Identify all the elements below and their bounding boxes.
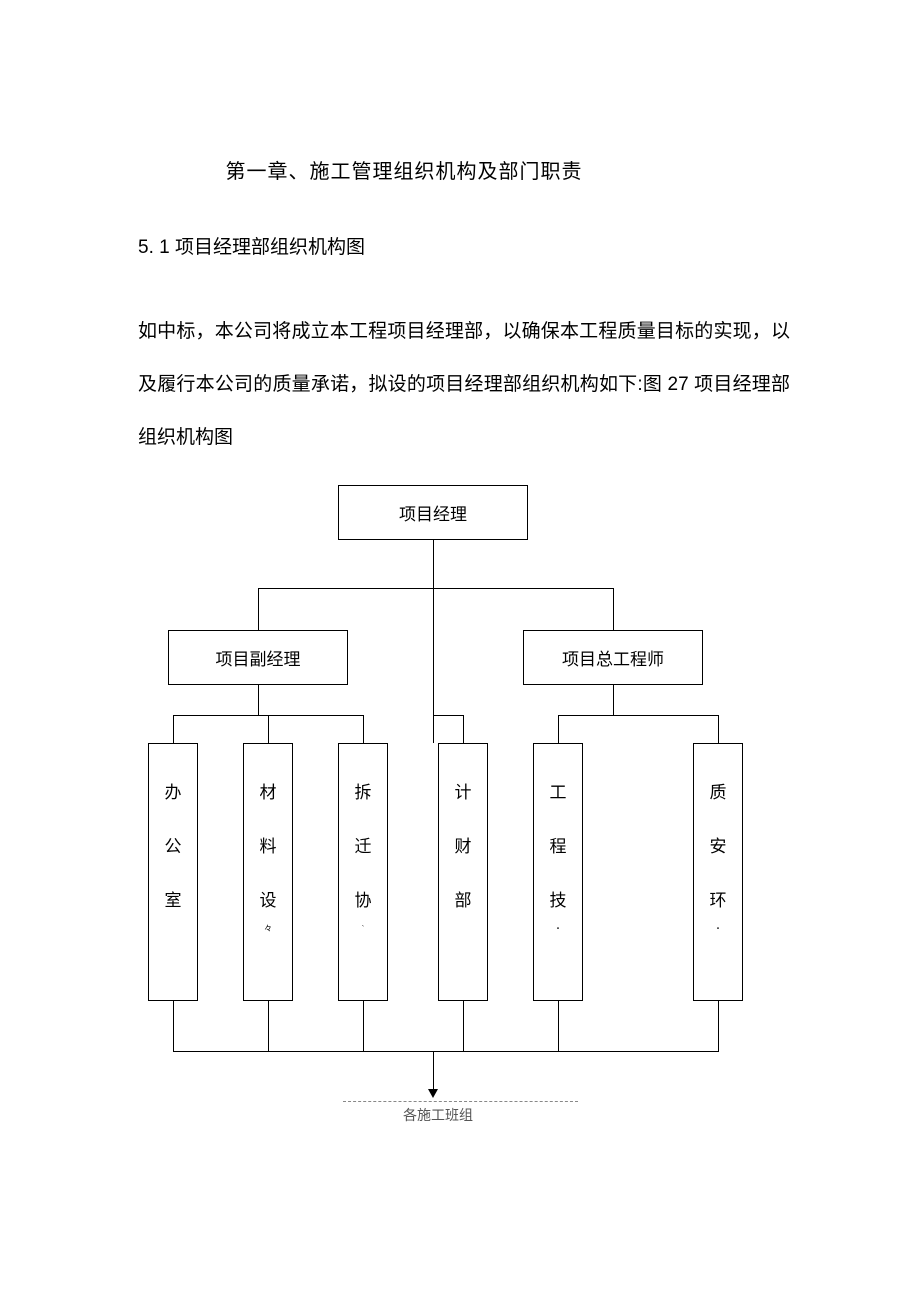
connector bbox=[433, 540, 434, 588]
connector bbox=[173, 1001, 174, 1051]
node-chief-engineer: 项目总工程师 bbox=[523, 630, 703, 685]
connector bbox=[268, 1001, 269, 1051]
char: 质 bbox=[694, 766, 742, 820]
char: 财 bbox=[439, 820, 487, 874]
node-label: 项目副经理 bbox=[216, 645, 301, 670]
char: 室 bbox=[149, 874, 197, 928]
connector bbox=[558, 1001, 559, 1051]
arrow-icon bbox=[428, 1089, 438, 1098]
connector bbox=[363, 715, 364, 743]
connector bbox=[613, 588, 614, 630]
char: 协 bbox=[339, 874, 387, 928]
node-dept-office: 办 公 室 bbox=[148, 743, 198, 1001]
node-deputy-manager: 项目副经理 bbox=[168, 630, 348, 685]
node-dept-materials: 材 料 设 々 bbox=[243, 743, 293, 1001]
char: 计 bbox=[439, 766, 487, 820]
node-dept-engineering: 工 程 技 ・ bbox=[533, 743, 583, 1001]
connector bbox=[433, 588, 434, 743]
char: 程 bbox=[534, 820, 582, 874]
node-dept-finance: 计 财 部 bbox=[438, 743, 488, 1001]
connector bbox=[433, 1051, 434, 1091]
char: 公 bbox=[149, 820, 197, 874]
char: 々 bbox=[244, 925, 292, 933]
char: ` bbox=[339, 925, 387, 933]
connector bbox=[558, 715, 559, 743]
char: 部 bbox=[439, 874, 487, 928]
connector bbox=[258, 685, 259, 715]
char: 安 bbox=[694, 820, 742, 874]
connector bbox=[613, 685, 614, 715]
char: 工 bbox=[534, 766, 582, 820]
connector bbox=[433, 715, 463, 716]
char: 拆 bbox=[339, 766, 387, 820]
connector bbox=[463, 715, 464, 743]
node-project-manager: 项目经理 bbox=[338, 485, 528, 540]
connector bbox=[258, 588, 613, 589]
node-dept-quality: 质 安 环 ・ bbox=[693, 743, 743, 1001]
node-label: 项目总工程师 bbox=[562, 645, 664, 670]
connector bbox=[258, 588, 259, 630]
connector bbox=[558, 715, 718, 716]
divider bbox=[343, 1101, 578, 1102]
char: 办 bbox=[149, 766, 197, 820]
section-number: 5. 1 项目经理部组织机构图 bbox=[138, 232, 790, 259]
char: 环 bbox=[694, 874, 742, 928]
node-dept-demolition: 拆 迁 协 ` bbox=[338, 743, 388, 1001]
node-construction-teams: 各施工班组 bbox=[403, 1105, 473, 1125]
connector bbox=[173, 715, 174, 743]
connector bbox=[718, 1001, 719, 1051]
char: 材 bbox=[244, 766, 292, 820]
connector bbox=[718, 715, 719, 743]
connector bbox=[363, 1001, 364, 1051]
node-label: 项目经理 bbox=[399, 500, 467, 525]
char: 设 bbox=[244, 874, 292, 928]
chapter-title: 第一章、施工管理组织机构及部门职责 bbox=[188, 155, 620, 184]
char: 料 bbox=[244, 820, 292, 874]
char: 技 bbox=[534, 874, 582, 928]
char: ・ bbox=[534, 925, 582, 933]
org-chart: 项目经理 项目副经理 项目总工程师 bbox=[128, 485, 788, 1185]
connector bbox=[463, 1001, 464, 1051]
char: ・ bbox=[694, 925, 742, 933]
connector bbox=[173, 1051, 719, 1052]
connector bbox=[268, 715, 269, 743]
body-paragraph: 如中标，本公司将成立本工程项目经理部，以确保本工程质量目标的实现，以及履行本公司… bbox=[138, 305, 790, 465]
char: 迁 bbox=[339, 820, 387, 874]
